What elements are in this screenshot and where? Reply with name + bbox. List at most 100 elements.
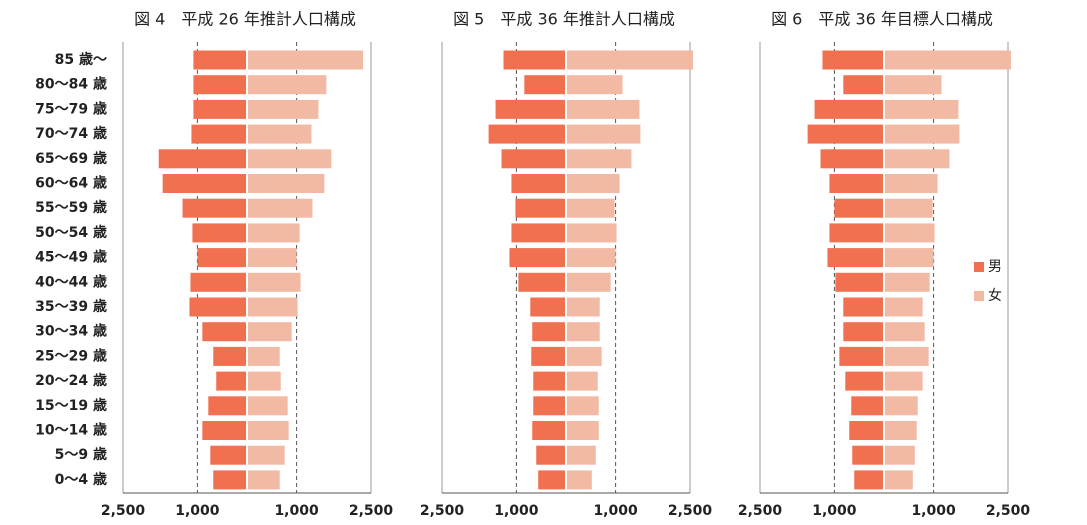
bar-female bbox=[885, 75, 942, 95]
bar-female bbox=[567, 396, 599, 416]
y-tick-label: 45〜49 歳 bbox=[35, 249, 107, 266]
bar-female bbox=[248, 272, 301, 292]
bar-female bbox=[885, 174, 938, 193]
bar-female bbox=[885, 99, 959, 119]
bar-male bbox=[820, 149, 883, 169]
y-tick-label: 40〜44 歳 bbox=[35, 273, 107, 290]
bar-female bbox=[567, 346, 602, 366]
bar-male bbox=[852, 445, 883, 465]
chart-title: 図 4 平成 26 年推計人口構成 bbox=[134, 10, 356, 29]
x-tick-label: 1,000 bbox=[494, 503, 539, 519]
bar-male bbox=[530, 297, 565, 317]
bar-female bbox=[567, 248, 616, 268]
bar-male bbox=[845, 371, 883, 391]
bar-female bbox=[248, 99, 319, 119]
bar-male bbox=[495, 99, 565, 119]
bar-male bbox=[807, 124, 883, 144]
bar-female bbox=[248, 75, 327, 95]
y-tick-label: 5〜9 歳 bbox=[55, 446, 107, 463]
bar-male bbox=[843, 297, 883, 317]
bar-male bbox=[202, 421, 246, 440]
bar-male bbox=[827, 248, 883, 268]
bar-female bbox=[567, 445, 596, 465]
bar-female bbox=[885, 149, 950, 169]
y-tick-label: 55〜59 歳 bbox=[35, 199, 107, 216]
chart-title: 図 6 平成 36 年目標人口構成 bbox=[771, 10, 993, 29]
y-tick-label: 15〜19 歳 bbox=[35, 397, 107, 414]
bar-male bbox=[488, 124, 565, 144]
bar-female bbox=[885, 346, 929, 366]
bar-male bbox=[210, 445, 246, 465]
bar-female bbox=[567, 297, 600, 317]
x-tick-label: 2,500 bbox=[349, 503, 394, 519]
bar-female bbox=[885, 371, 923, 391]
bar-female bbox=[248, 371, 281, 391]
bar-female bbox=[885, 445, 915, 465]
bar-female bbox=[567, 322, 600, 342]
bar-female bbox=[567, 470, 592, 490]
bar-female bbox=[567, 149, 632, 169]
y-tick-label: 30〜34 歳 bbox=[35, 323, 107, 340]
bar-female bbox=[885, 124, 960, 144]
y-tick-label: 50〜54 歳 bbox=[35, 224, 107, 241]
bar-male bbox=[515, 198, 565, 218]
y-tick-label: 70〜74 歳 bbox=[35, 125, 107, 142]
bar-female bbox=[885, 223, 935, 243]
bar-female bbox=[248, 322, 292, 342]
bar-male bbox=[511, 223, 565, 243]
bar-male bbox=[843, 322, 883, 342]
bar-female bbox=[885, 248, 934, 268]
bar-female bbox=[885, 50, 1011, 70]
bar-female bbox=[885, 272, 930, 292]
bar-male bbox=[532, 421, 565, 440]
chart-title: 図 5 平成 36 年推計人口構成 bbox=[453, 10, 675, 29]
bar-male bbox=[189, 297, 246, 317]
bar-male bbox=[216, 371, 246, 391]
x-tick-label: 1,000 bbox=[812, 503, 857, 519]
y-tick-label: 25〜29 歳 bbox=[35, 347, 107, 364]
x-tick-label: 2,500 bbox=[101, 503, 146, 519]
bar-male bbox=[839, 346, 883, 366]
bar-male bbox=[162, 174, 246, 193]
bar-female bbox=[248, 297, 298, 317]
y-tick-label: 80〜84 歳 bbox=[35, 76, 107, 93]
bar-female bbox=[885, 470, 913, 490]
bar-female bbox=[567, 124, 641, 144]
bar-male bbox=[532, 322, 565, 342]
bar-female bbox=[567, 75, 623, 95]
bar-male bbox=[533, 396, 565, 416]
x-tick-label: 1,000 bbox=[274, 503, 319, 519]
bar-male bbox=[193, 75, 246, 95]
bar-male bbox=[533, 371, 565, 391]
bar-female bbox=[248, 50, 364, 70]
legend-label: 男 bbox=[988, 259, 1002, 275]
bar-male bbox=[509, 248, 565, 268]
bar-male bbox=[536, 445, 565, 465]
bar-female bbox=[567, 50, 693, 70]
bar-female bbox=[567, 371, 598, 391]
bar-female bbox=[248, 445, 285, 465]
bar-male bbox=[182, 198, 246, 218]
bar-male bbox=[511, 174, 565, 193]
x-tick-label: 1,000 bbox=[911, 503, 956, 519]
bar-female bbox=[248, 149, 332, 169]
bar-male bbox=[191, 124, 246, 144]
x-tick-label: 2,500 bbox=[986, 503, 1031, 519]
y-tick-label: 75〜79 歳 bbox=[35, 100, 107, 117]
bar-male bbox=[835, 272, 883, 292]
bar-male bbox=[202, 322, 246, 342]
bar-male bbox=[518, 272, 565, 292]
bar-male bbox=[834, 198, 883, 218]
y-tick-label: 85 歳〜 bbox=[55, 51, 107, 68]
x-tick-label: 2,500 bbox=[738, 503, 783, 519]
bar-male bbox=[849, 421, 883, 440]
bar-female bbox=[885, 421, 917, 440]
bar-male bbox=[213, 470, 246, 490]
x-tick-label: 1,000 bbox=[593, 503, 638, 519]
legend-label: 女 bbox=[988, 287, 1002, 304]
bar-female bbox=[248, 346, 280, 366]
y-tick-label: 60〜64 歳 bbox=[35, 175, 107, 192]
bar-male bbox=[190, 272, 246, 292]
bar-male bbox=[158, 149, 246, 169]
